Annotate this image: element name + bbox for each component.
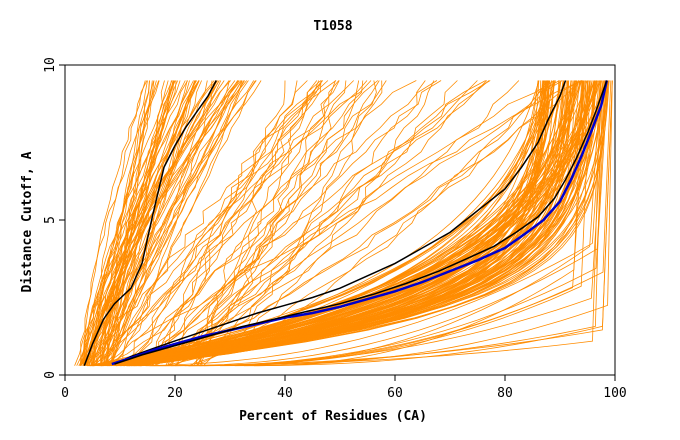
background-model-line	[140, 80, 572, 367]
background-model-line	[100, 80, 255, 366]
background-model-line	[199, 80, 318, 366]
background-model-line	[117, 80, 577, 367]
background-model-line	[123, 80, 567, 367]
background-model-line	[196, 80, 426, 366]
background-model-line	[105, 80, 417, 366]
background-model-line	[138, 80, 387, 367]
x-axis-ticks: 0 20 40 60 80 100	[61, 375, 627, 401]
highlight-series-line-1	[83, 80, 217, 366]
x-tick-label: 40	[277, 386, 293, 401]
x-tick-label: 60	[387, 386, 403, 401]
background-model-line	[188, 80, 435, 367]
background-model-line	[130, 80, 438, 366]
background-model-line	[131, 80, 560, 367]
background-model-line	[111, 80, 322, 366]
background-model-line	[145, 80, 320, 367]
background-model-line	[107, 80, 608, 367]
background-model-line	[89, 80, 581, 367]
background-model-line	[140, 80, 539, 367]
background-model-line	[111, 80, 218, 366]
background-model-line	[136, 80, 545, 367]
background-model-line	[95, 80, 372, 366]
background-model-line	[95, 80, 155, 366]
background-model-line	[104, 80, 165, 366]
background-model-line	[86, 80, 230, 366]
background-model-line	[109, 80, 240, 366]
background-model-line	[92, 80, 360, 367]
y-tick-label: 5	[43, 216, 58, 224]
background-model-line	[139, 80, 589, 367]
background-model-line	[103, 80, 222, 366]
background-model-line	[243, 80, 613, 367]
highlight-series-line-3	[111, 80, 609, 366]
x-tick-label: 0	[61, 386, 69, 401]
background-model-line	[194, 80, 323, 366]
background-model-line	[83, 80, 148, 366]
y-axis-label: Distance Cutoff, A	[20, 151, 35, 292]
background-model-line	[170, 80, 609, 367]
background-model-line	[80, 80, 243, 366]
background-model-line	[234, 80, 613, 367]
y-tick-label: 10	[43, 57, 58, 73]
background-model-line	[123, 80, 380, 367]
background-model-line	[127, 80, 599, 367]
plot-frame	[64, 64, 616, 376]
background-model-line	[154, 80, 491, 366]
background-model-line	[89, 80, 605, 367]
background-model-line	[188, 80, 587, 367]
y-tick-label: 0	[43, 371, 58, 379]
background-model-line	[85, 80, 200, 366]
x-axis-label: Percent of Residues (CA)	[239, 409, 427, 424]
background-model-line	[88, 80, 566, 367]
background-model-line	[102, 80, 244, 366]
background-model-line	[119, 80, 520, 367]
background-model-line	[190, 80, 377, 366]
background-model-line	[126, 80, 604, 367]
background-model-line	[141, 80, 442, 366]
background-model-line	[103, 80, 583, 367]
background-model-line	[121, 80, 354, 366]
background-model-line	[175, 80, 555, 366]
background-model-line	[91, 80, 248, 366]
background-model-line	[139, 80, 549, 367]
highlight-series-line-4	[114, 80, 608, 365]
background-model-line	[101, 80, 596, 367]
background-model-line	[80, 80, 236, 366]
background-model-line	[151, 80, 478, 367]
background-model-line	[138, 80, 337, 366]
background-model-line	[119, 80, 565, 367]
background-model-line	[80, 80, 242, 366]
background-model-line	[197, 80, 379, 366]
background-model-line	[101, 80, 256, 366]
background-model-line	[102, 80, 587, 367]
background-model-lines	[74, 80, 613, 367]
background-model-line	[105, 80, 169, 366]
highlight-model-lines	[83, 80, 609, 366]
background-model-line	[102, 80, 175, 366]
background-model-line	[79, 80, 243, 367]
y-axis-ticks: 0 5 10	[43, 57, 65, 379]
background-model-line	[136, 80, 547, 367]
background-model-line	[110, 80, 197, 366]
highlight-series-line-2	[114, 80, 567, 365]
background-model-line	[104, 80, 555, 367]
background-model-line	[167, 80, 298, 366]
background-model-line	[90, 80, 583, 367]
chart-title: T1058	[313, 19, 352, 34]
background-model-line	[174, 80, 336, 367]
background-model-line	[203, 80, 383, 366]
background-model-line	[197, 80, 486, 366]
x-tick-label: 100	[603, 386, 626, 401]
x-tick-label: 20	[167, 386, 183, 401]
background-model-line	[86, 80, 199, 366]
x-tick-label: 80	[497, 386, 513, 401]
background-model-line	[135, 80, 458, 367]
background-model-line	[97, 80, 329, 366]
background-model-line	[151, 80, 286, 366]
background-model-line	[173, 80, 347, 367]
background-model-line	[103, 80, 340, 367]
